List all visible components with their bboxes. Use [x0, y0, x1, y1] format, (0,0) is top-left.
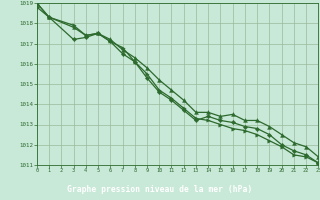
- Text: Graphe pression niveau de la mer (hPa): Graphe pression niveau de la mer (hPa): [68, 185, 252, 194]
